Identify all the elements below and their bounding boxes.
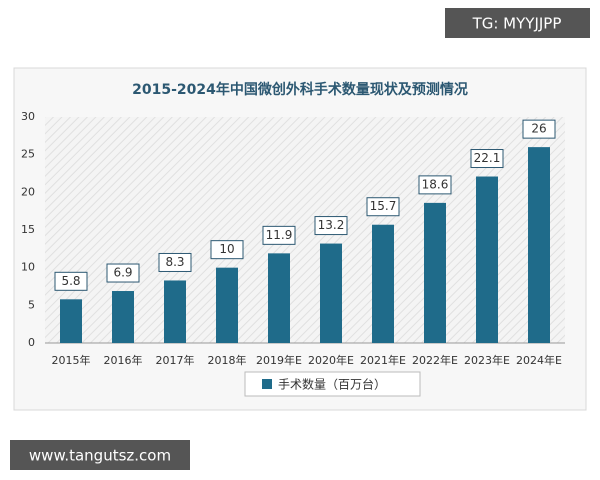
x-tick-label: 2019年E — [256, 353, 302, 367]
value-label-box — [522, 119, 556, 139]
bar — [424, 202, 446, 343]
value-label-box — [470, 149, 504, 169]
value-label: 8.3 — [165, 255, 184, 269]
x-tick-label: 2017年 — [156, 353, 195, 367]
watermark-box — [10, 440, 190, 470]
value-label-box — [210, 240, 244, 260]
watermark-top: TG: MYYJJPP — [472, 15, 562, 33]
x-tick-label: 2016年 — [104, 353, 143, 367]
bar — [164, 280, 186, 343]
x-tick-label: 2023年E — [464, 353, 510, 367]
value-label-box — [418, 175, 452, 195]
value-label-box — [366, 197, 400, 217]
bar — [112, 291, 134, 343]
x-tick-label: 2022年E — [412, 353, 458, 367]
legend-box — [244, 371, 421, 397]
legend-swatch — [262, 379, 272, 389]
chart-title: 2015-2024年中国微创外科手术数量现状及预测情况 — [132, 81, 468, 98]
y-tick-label: 30 — [21, 110, 35, 123]
legend-label: 手术数量（百万台） — [278, 377, 386, 392]
bar — [476, 176, 498, 343]
value-label: 10 — [219, 242, 234, 256]
watermark-box — [445, 8, 590, 38]
value-label: 11.9 — [266, 228, 293, 242]
bar — [60, 299, 82, 343]
x-tick-label: 2018年 — [208, 353, 247, 367]
bar — [320, 243, 342, 343]
y-tick-label: 10 — [21, 261, 35, 274]
value-label: 22.1 — [474, 151, 501, 165]
y-tick-label: 0 — [28, 336, 35, 349]
value-label-box — [314, 216, 348, 236]
value-label-box — [158, 252, 192, 272]
bar — [216, 267, 238, 343]
value-label: 26 — [531, 122, 546, 136]
y-tick-label: 15 — [21, 223, 35, 236]
x-tick-label: 2020年E — [308, 353, 354, 367]
bar — [268, 253, 290, 343]
bar — [528, 147, 550, 343]
value-label: 5.8 — [61, 274, 80, 288]
value-label-box — [262, 225, 296, 245]
value-label: 13.2 — [318, 218, 345, 232]
bar — [372, 224, 394, 343]
value-label: 18.6 — [422, 177, 449, 191]
x-tick-label: 2015年 — [52, 353, 91, 367]
value-label-box — [54, 271, 88, 291]
x-tick-label: 2021年E — [360, 353, 406, 367]
y-tick-label: 20 — [21, 185, 35, 198]
x-tick-label: 2024年E — [516, 353, 562, 367]
y-tick-label: 5 — [28, 298, 35, 311]
watermark-bottom: www.tangutsz.com — [29, 447, 171, 465]
value-label: 15.7 — [370, 199, 397, 213]
value-label-box — [106, 263, 140, 283]
y-tick-label: 25 — [21, 148, 35, 161]
value-label: 6.9 — [113, 266, 132, 280]
